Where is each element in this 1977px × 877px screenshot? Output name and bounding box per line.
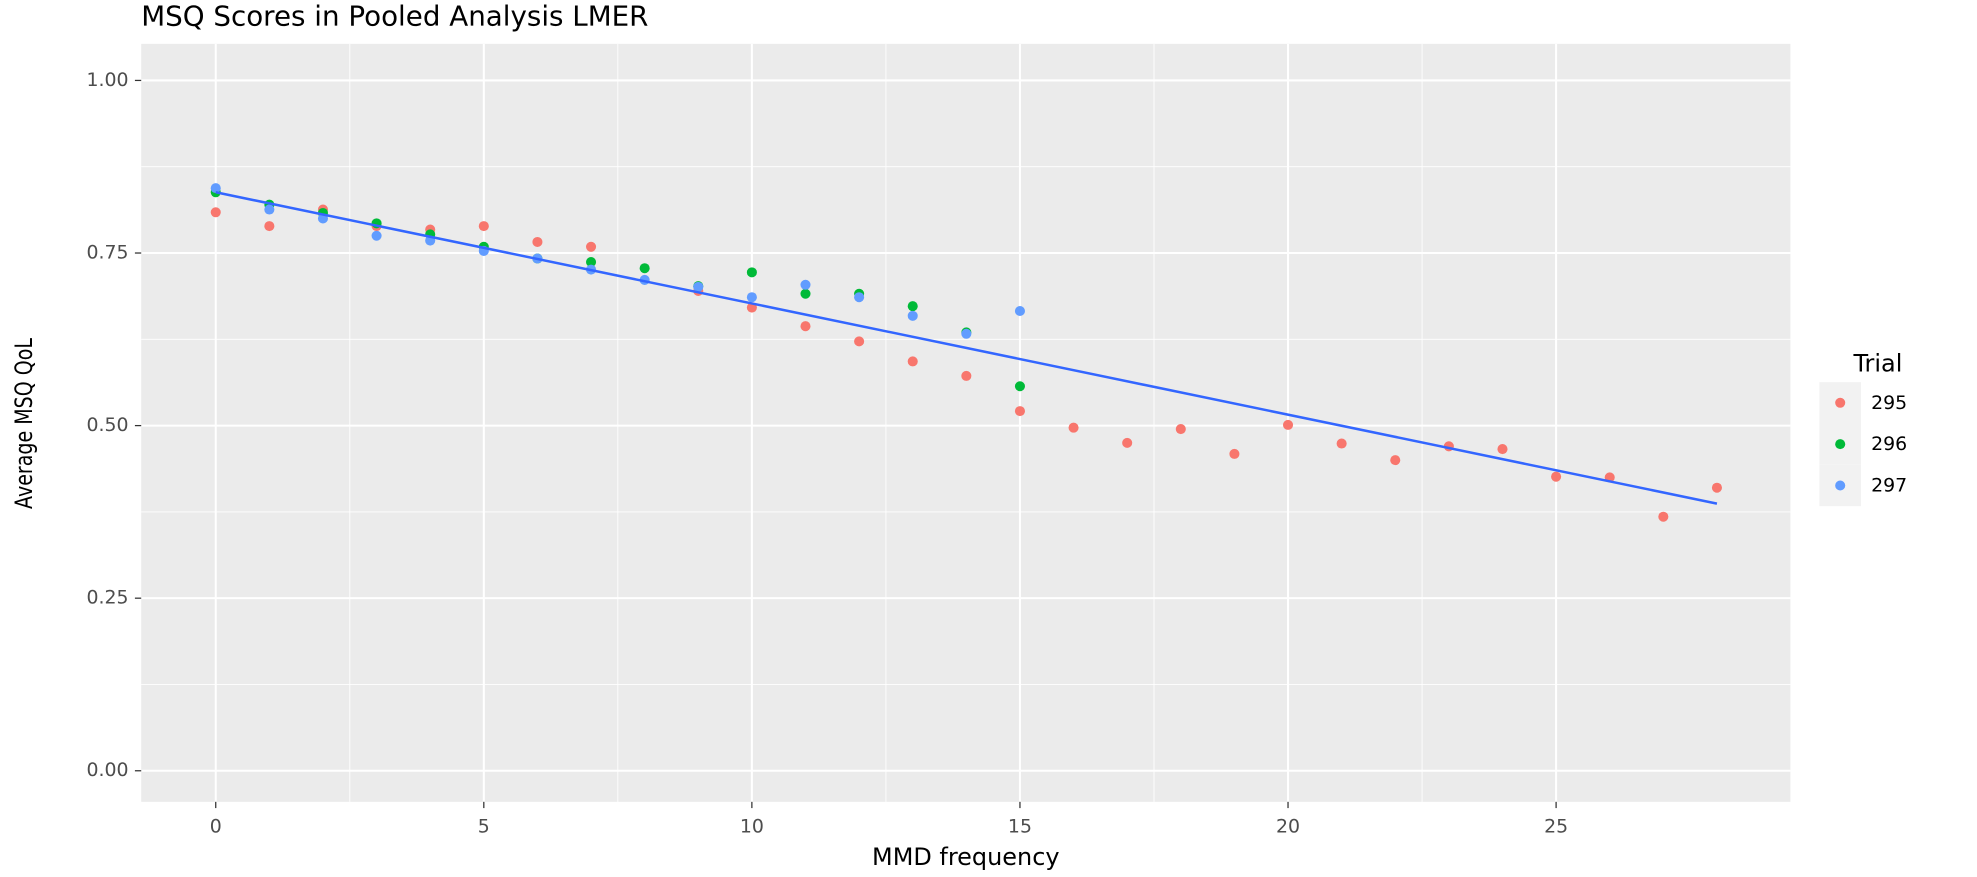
legend-marker <box>1835 480 1846 491</box>
x-tick-label: 25 <box>1544 816 1568 837</box>
legend-marker <box>1835 397 1846 408</box>
point <box>1497 444 1508 455</box>
legend-title: Trial <box>1852 350 1902 378</box>
legend-label: 295 <box>1871 393 1907 414</box>
x-tick-label: 5 <box>478 816 490 837</box>
y-tick-label: 0.75 <box>87 243 129 264</box>
point <box>1551 471 1562 482</box>
point <box>746 267 757 278</box>
point <box>907 301 918 312</box>
point <box>1014 305 1025 317</box>
x-tick-label: 0 <box>210 816 222 837</box>
x-tick-label: 20 <box>1276 816 1300 837</box>
x-tick-label: 15 <box>1008 816 1032 837</box>
point <box>907 356 918 367</box>
point <box>639 263 650 274</box>
point <box>961 328 972 339</box>
point <box>1390 455 1401 466</box>
legend-label: 297 <box>1871 476 1907 497</box>
point <box>1282 419 1294 430</box>
point <box>585 241 597 252</box>
point <box>210 207 221 218</box>
point <box>532 236 543 247</box>
point <box>371 230 382 241</box>
y-tick-label: 1.00 <box>87 70 129 91</box>
point <box>478 221 489 232</box>
x-tick-label: 10 <box>740 816 764 837</box>
point <box>1175 424 1186 435</box>
point <box>1711 482 1722 493</box>
point <box>585 256 597 268</box>
legend-marker <box>1835 439 1846 450</box>
point <box>800 279 811 290</box>
point <box>800 321 811 332</box>
y-tick-label: 0.25 <box>87 588 129 609</box>
point <box>907 310 918 321</box>
y-tick-label: 0.00 <box>87 760 129 781</box>
point <box>1014 381 1025 392</box>
point <box>854 336 865 347</box>
point <box>854 292 865 303</box>
chart-title: MSQ Scores in Pooled Analysis LMER <box>141 0 648 32</box>
point <box>1658 511 1669 522</box>
point <box>264 221 275 232</box>
fit-line <box>215 191 1718 505</box>
point <box>1068 422 1079 433</box>
legend-label: 296 <box>1871 434 1907 455</box>
y-tick-label: 0.50 <box>87 415 129 436</box>
point <box>1122 437 1133 448</box>
point <box>1336 438 1347 449</box>
point <box>1014 406 1025 417</box>
point <box>210 183 221 194</box>
point <box>800 288 811 299</box>
plot-panel <box>141 43 1791 802</box>
point <box>961 370 972 381</box>
point <box>1229 448 1240 459</box>
x-axis-label: MMD frequency <box>872 843 1060 871</box>
point <box>746 292 757 303</box>
point <box>264 204 275 215</box>
y-axis-label: Average MSQ QoL <box>11 338 39 509</box>
point <box>693 281 704 292</box>
